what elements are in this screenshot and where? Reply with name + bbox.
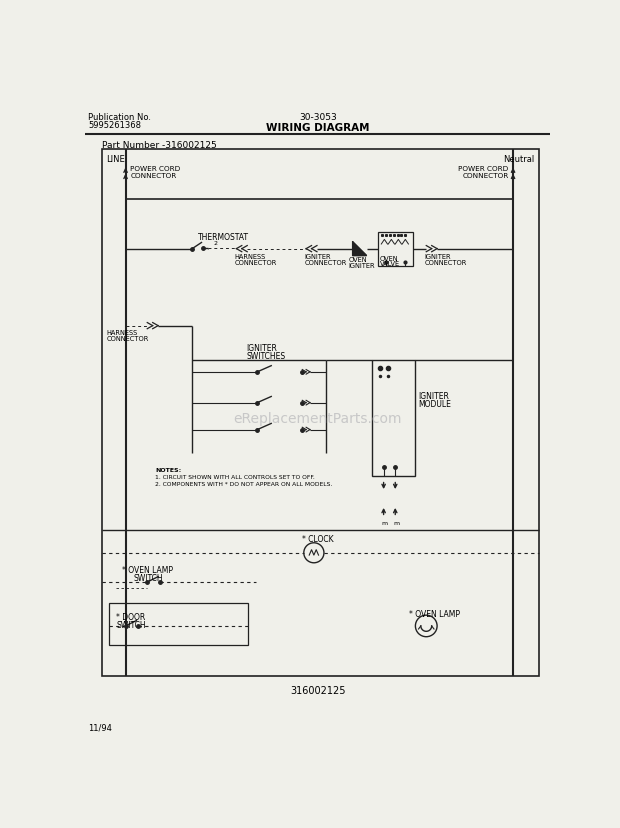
Text: CONNECTOR: CONNECTOR [425, 259, 467, 265]
Text: POWER CORD: POWER CORD [130, 166, 180, 172]
Text: eReplacementParts.com: eReplacementParts.com [234, 412, 402, 426]
Text: 316002125: 316002125 [290, 686, 345, 696]
Text: CONNECTOR: CONNECTOR [462, 173, 508, 179]
Text: THERMOSTAT: THERMOSTAT [198, 233, 249, 242]
Text: 5995261368: 5995261368 [88, 121, 141, 130]
Text: 1. CIRCUIT SHOWN WITH ALL CONTROLS SET TO OFF.: 1. CIRCUIT SHOWN WITH ALL CONTROLS SET T… [155, 474, 315, 479]
Text: 2: 2 [213, 241, 217, 246]
Text: CONNECTOR: CONNECTOR [130, 173, 177, 179]
Text: IGNITER: IGNITER [418, 392, 449, 401]
Text: m: m [381, 521, 388, 526]
Text: IGNITER: IGNITER [348, 262, 375, 268]
Text: NOTES:: NOTES: [155, 467, 181, 472]
Text: 2. COMPONENTS WITH * DO NOT APPEAR ON ALL MODELS.: 2. COMPONENTS WITH * DO NOT APPEAR ON AL… [155, 482, 332, 487]
Text: SWITCH: SWITCH [133, 573, 163, 582]
Text: POWER CORD: POWER CORD [458, 166, 508, 172]
Bar [372, 361, 415, 476]
Bar [108, 603, 248, 645]
Text: m: m [393, 521, 399, 526]
Text: * OVEN LAMP: * OVEN LAMP [409, 609, 460, 619]
Text: VALVE: VALVE [379, 261, 400, 267]
Text: IGNITER: IGNITER [304, 254, 331, 260]
Bar [102, 150, 539, 676]
Text: IGNITER: IGNITER [425, 254, 451, 260]
Text: 11/94: 11/94 [88, 722, 112, 731]
Text: * DOOR: * DOOR [117, 613, 146, 621]
Text: CONNECTOR: CONNECTOR [235, 259, 277, 265]
Text: 30-3053: 30-3053 [299, 113, 337, 123]
Text: HARNESS: HARNESS [235, 254, 266, 260]
Text: SWITCHES: SWITCHES [247, 352, 286, 361]
Text: IGNITER: IGNITER [247, 344, 277, 353]
Text: HARNESS: HARNESS [106, 330, 138, 336]
Bar [378, 233, 413, 267]
Text: Neutral: Neutral [503, 155, 534, 164]
Text: WIRING DIAGRAM: WIRING DIAGRAM [266, 123, 370, 132]
Text: CONNECTOR: CONNECTOR [304, 259, 347, 265]
Text: LINE: LINE [106, 155, 125, 164]
Text: MODULE: MODULE [418, 399, 451, 408]
Text: OVEN: OVEN [379, 256, 399, 262]
Polygon shape [353, 243, 366, 256]
Text: SWITCH: SWITCH [117, 620, 146, 629]
Text: OVEN: OVEN [348, 257, 368, 263]
Text: * CLOCK: * CLOCK [303, 535, 334, 544]
Text: CONNECTOR: CONNECTOR [106, 335, 149, 341]
Text: * OVEN LAMP: * OVEN LAMP [123, 566, 174, 575]
Text: Part Number -316002125: Part Number -316002125 [102, 141, 217, 150]
Text: Publication No.: Publication No. [88, 113, 151, 123]
